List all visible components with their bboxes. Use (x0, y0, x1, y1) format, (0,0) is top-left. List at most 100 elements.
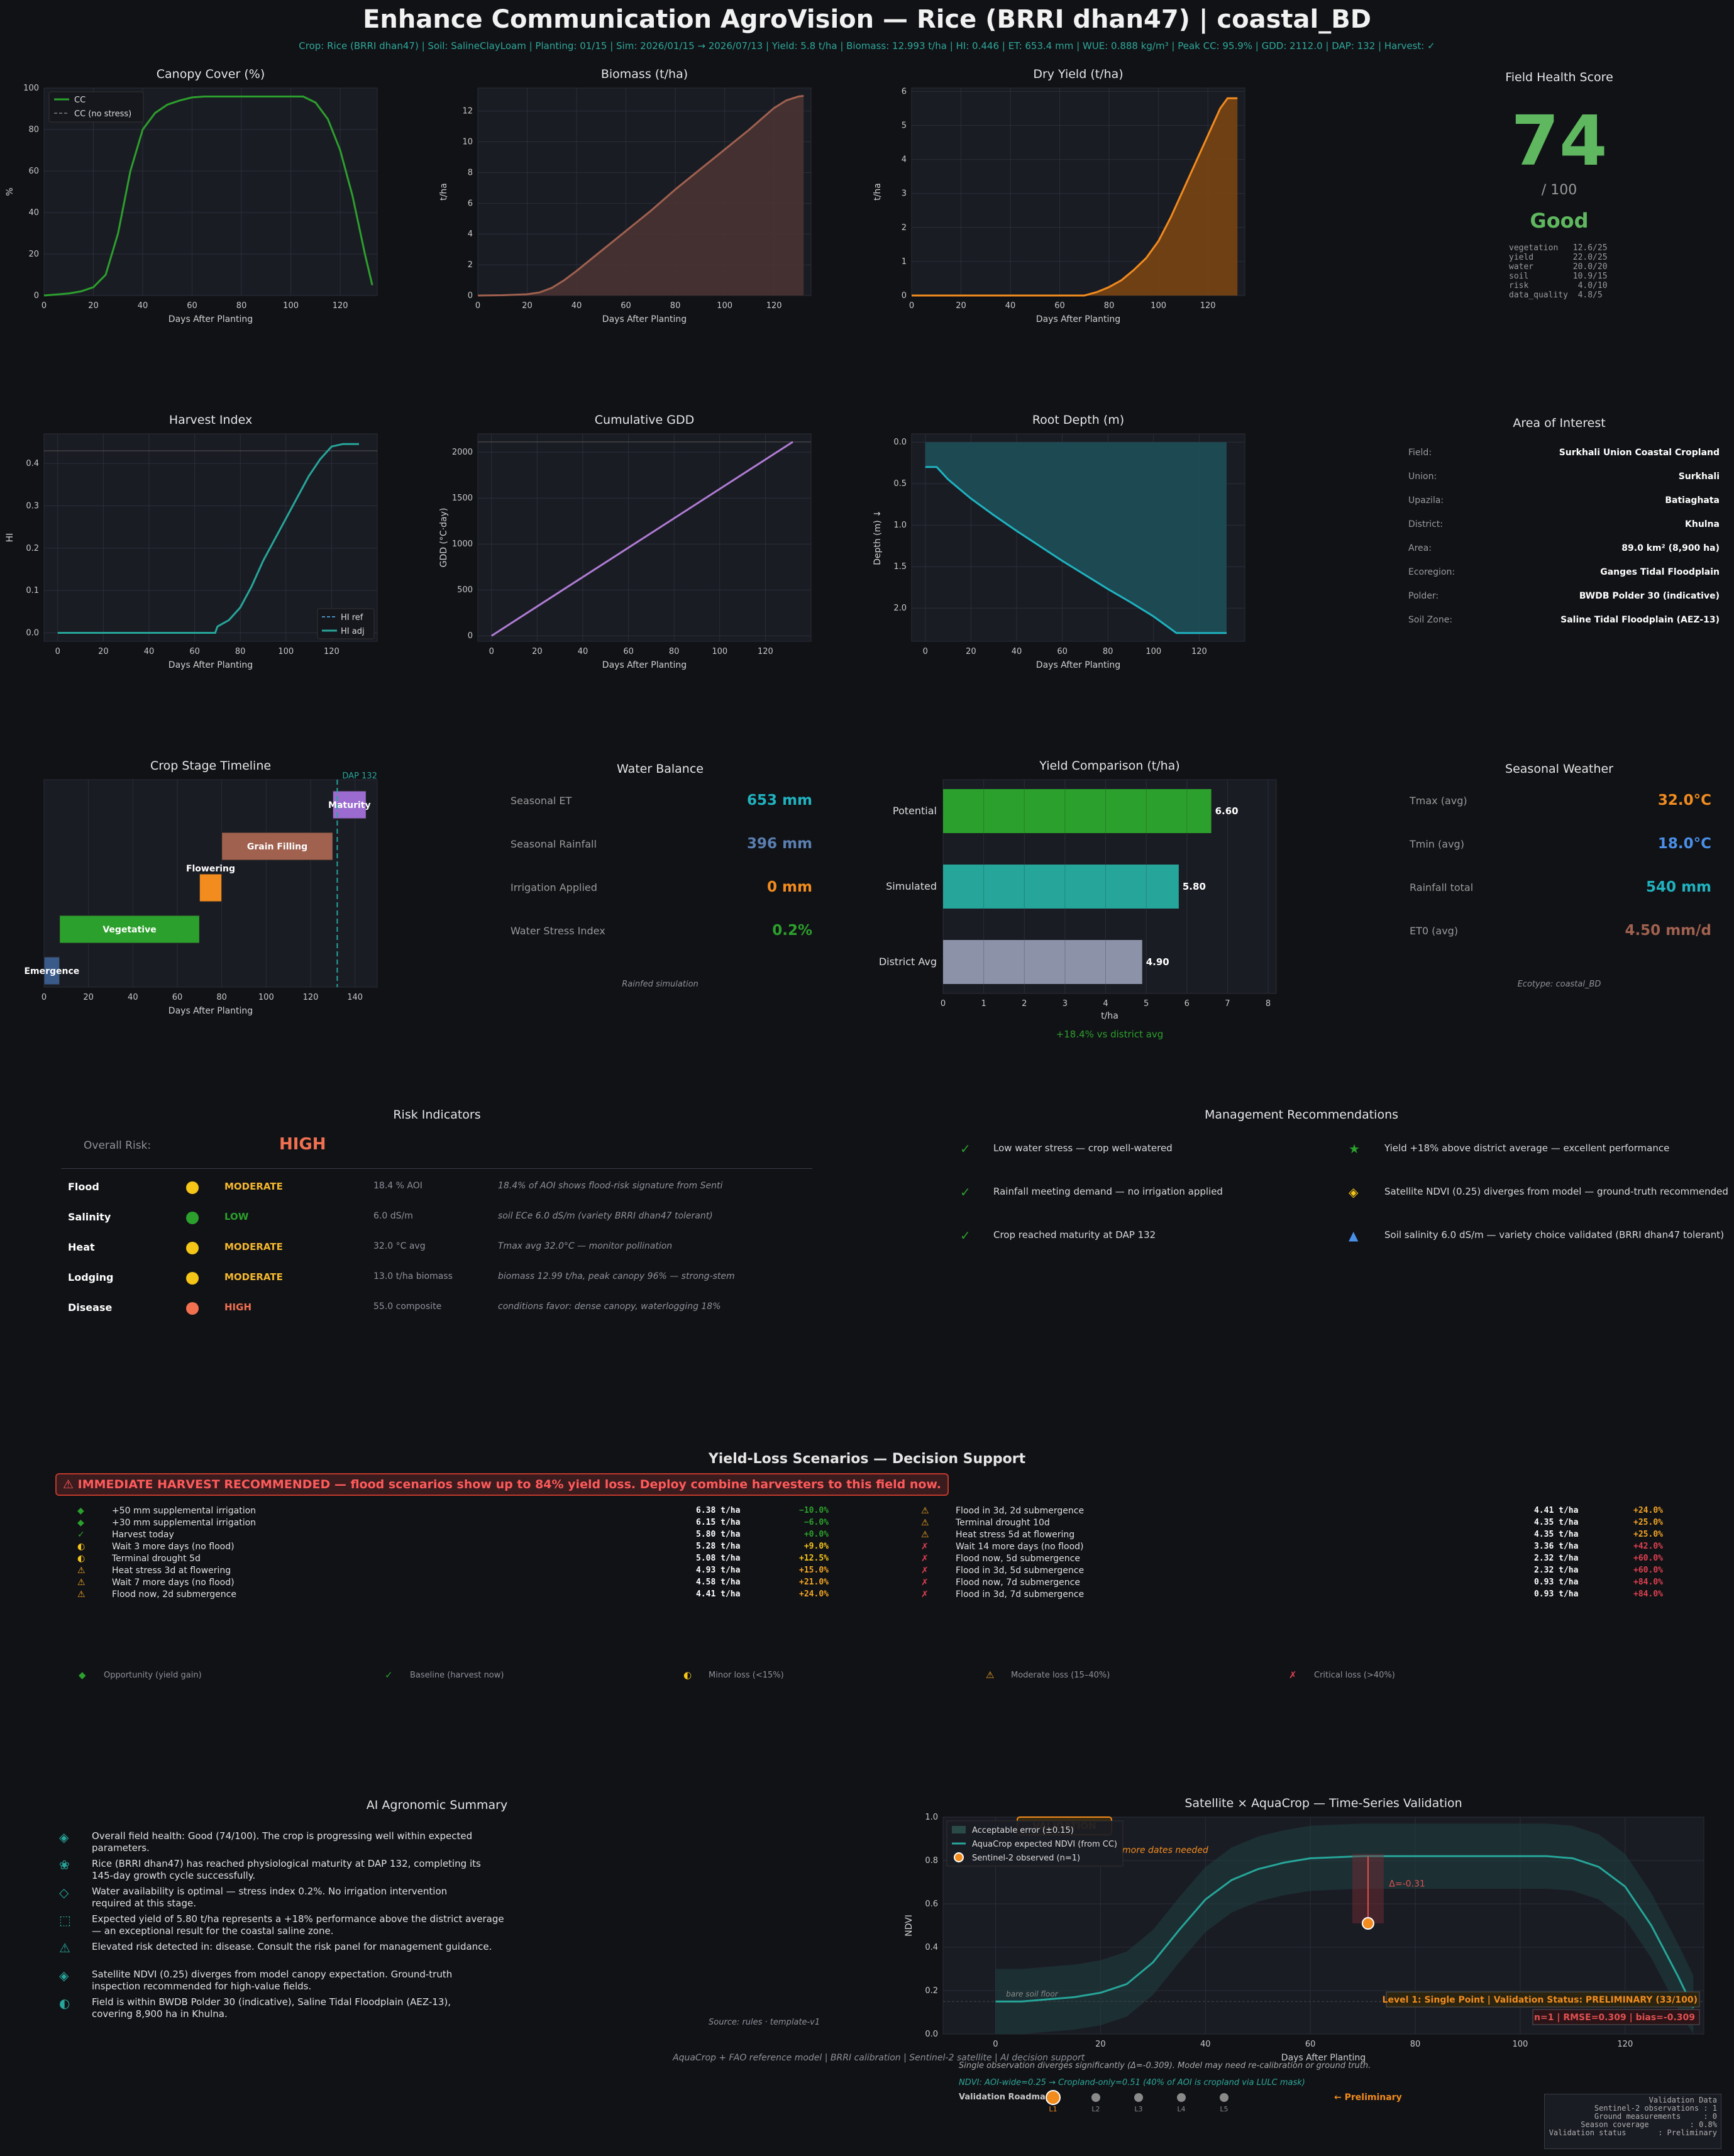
hi-ytick: 0.4 (26, 459, 39, 468)
canopy-xtick: 80 (236, 301, 247, 311)
biomass-ytick: 12 (462, 107, 473, 116)
ndvi-ytick: 0.8 (925, 1856, 938, 1866)
scenario-icon: ✓ (77, 1530, 85, 1540)
stage-bar-emergence (43, 956, 60, 985)
summary-line: Elevated risk detected in: disease. Cons… (92, 1941, 492, 1952)
summary-line: Satellite NDVI (0.25) diverges from mode… (92, 1969, 453, 1980)
yield-ytick: 2 (902, 223, 907, 233)
yieldcmp-note: +18.4% vs district avg (1056, 1029, 1164, 1040)
risk-level: MODERATE (224, 1271, 283, 1283)
crop-stage-timeline: Crop Stage Timeline 0 20 40 60 80 100 120 140 Day… (0, 755, 434, 1044)
root-xtick: 20 (966, 647, 976, 656)
diamond-icon: ◈ (1349, 1185, 1359, 1200)
yield-xtick: 120 (1200, 301, 1216, 311)
ndvi-xtick: 40 (1200, 2040, 1211, 2049)
risk-divider (61, 1168, 812, 1169)
scenario-name: Heat stress 5d at flowering (956, 1530, 1075, 1540)
roadmap-level: L1 (1049, 2105, 1057, 2113)
risk-row: Lodging MODERATE 13.0 t/ha biomass biomass … (0, 1271, 874, 1290)
legend-label: Moderate loss (15–40%) (1011, 1671, 1110, 1680)
yield-xtick: 80 (1104, 301, 1115, 311)
biomass-ytick: 8 (468, 168, 473, 177)
summary-line: — an exceptional result for the coastal … (92, 1925, 334, 1937)
roadmap-preliminary: ← Preliminary (1334, 2092, 1402, 2103)
aoi-key: District: (1408, 519, 1444, 529)
scenario-pct: +25.0% (1633, 1530, 1663, 1539)
biomass-ylabel: t/ha (439, 183, 449, 201)
legend-hi-ref-label: HI ref (341, 613, 363, 622)
yieldcmp-category: Simulated (886, 880, 937, 892)
scenario-icon: ⚠ (921, 1518, 929, 1528)
scenario-pct: +0.0% (803, 1530, 829, 1539)
yield-xtick: 0 (909, 301, 914, 311)
biomass-ytick: 2 (468, 260, 473, 270)
biomass-title: Biomass (t/ha) (601, 67, 688, 81)
ndvi-ytick: 0.2 (925, 1986, 938, 1996)
health-score: 74 (1511, 101, 1608, 181)
legend-label: Critical loss (>40%) (1314, 1671, 1395, 1680)
yieldcmp-category: Potential (893, 805, 937, 817)
scenario-pct: +24.0% (799, 1589, 829, 1599)
hi-xtick: 60 (189, 647, 200, 656)
scenario-pct: +25.0% (1633, 1518, 1663, 1527)
aoi-value: Batiaghata (1665, 495, 1720, 506)
ndvi-ylabel: NDVI (904, 1915, 914, 1937)
scenario-pct: +42.0% (1633, 1542, 1663, 1551)
timeline-xtick: 80 (216, 993, 227, 1002)
ndvi-legend-box (946, 1820, 1124, 1867)
ndvi-ytick: 0.6 (925, 1899, 938, 1909)
risk-dot-icon (186, 1272, 199, 1285)
root-area (925, 442, 1227, 633)
risk-metric: 55.0 composite (373, 1302, 442, 1312)
page-title: Enhance Communication AgroVision — Rice … (363, 5, 1371, 34)
summary-line: parameters. (92, 1842, 150, 1854)
risk-note: biomass 12.99 t/ha, peak canopy 96% — st… (498, 1271, 735, 1281)
weather-value: 540 mm (1646, 879, 1711, 895)
canopy-xtick: 0 (41, 301, 47, 311)
legend-model-label: AquaCrop expected NDVI (from CC) (972, 1840, 1117, 1849)
yieldcmp-value: 6.60 (1215, 805, 1239, 817)
scenario-pct: +60.0% (1633, 1566, 1663, 1575)
ndvi-error-band (995, 1823, 1694, 2034)
summary-line: Expected yield of 5.80 t/ha represents a… (92, 1913, 504, 1925)
summary-icon: ⬚ (59, 1913, 71, 1928)
root-ytick: 2.0 (893, 604, 907, 613)
ndvi-ytick: 1.0 (925, 1813, 938, 1822)
canopy-ytick: 80 (28, 125, 39, 135)
legend-label: Baseline (harvest now) (410, 1671, 504, 1680)
scenario-pct: +84.0% (1633, 1578, 1663, 1587)
scenario-name: Flood now, 5d submergence (956, 1554, 1080, 1564)
scenario-icon: ⚠ (77, 1589, 86, 1600)
biomass-area (478, 96, 804, 296)
water-key: Seasonal Rainfall (511, 838, 597, 850)
water-note: Rainfed simulation (622, 980, 699, 989)
timeline-xlabel: Days After Planting (168, 1006, 253, 1016)
stage-bar-maturity (332, 790, 367, 819)
mgmt-list: ✓ Low water stress — crop well-watered ✓ Ra… (868, 1141, 1734, 1267)
scenario-icon: ⚠ (77, 1578, 86, 1588)
gdd-title: Cumulative GDD (595, 413, 694, 427)
scenario-yield: 3.36 t/ha (1534, 1542, 1579, 1551)
root-xlabel: Days After Planting (1036, 660, 1120, 670)
ndvi-xtick: 100 (1513, 2040, 1528, 2049)
summary-line: Water availability is optimal — stress i… (92, 1886, 448, 1897)
yieldcmp-xtick: 3 (1063, 999, 1068, 1009)
gdd-chart: Cumulative GDD 0 20 40 60 80 100 120 0 500 1000 150… (434, 409, 868, 698)
weather-row: Tmin (avg) 18.0°C (1410, 836, 1711, 854)
health-breakdown: vegetation 12.6/25 yield 22.0/25 water 2… (1509, 243, 1608, 300)
legend-label: Minor loss (<15%) (709, 1671, 784, 1680)
water-row: Water Stress Index 0.2% (511, 922, 812, 941)
canopy-cc-line (43, 96, 373, 297)
legend-icon: ✓ (385, 1669, 393, 1681)
risk-row: Disease HIGH 55.0 composite conditions favo… (0, 1302, 874, 1320)
timeline-title: Crop Stage Timeline (150, 759, 271, 773)
scenario-pct: +12.5% (799, 1554, 829, 1563)
gdd-xtick: 60 (623, 647, 634, 656)
hi-ylabel: HI (5, 533, 15, 543)
hi-adj-line (57, 443, 359, 634)
legend-hi-adj-label: HI adj (341, 627, 365, 636)
timeline-xtick: 20 (83, 993, 94, 1002)
yield-svg: Dry Yield (t/ha) 0 20 40 60 80 100 120 0 1 2 3 4 5 6 Da… (873, 67, 1245, 324)
canopy-xtick: 40 (138, 301, 148, 311)
scenario-icon: ◐ (77, 1542, 86, 1552)
